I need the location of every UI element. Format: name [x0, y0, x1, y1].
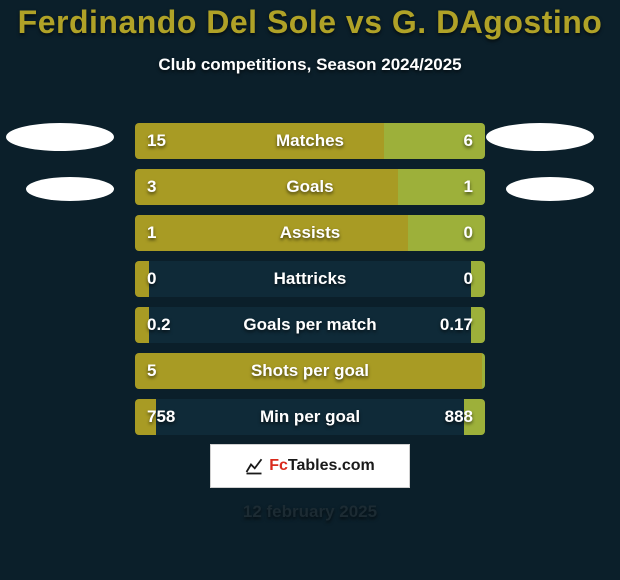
- stat-row: 0.20.17Goals per match: [0, 302, 620, 348]
- right-value: 0.17: [428, 315, 485, 335]
- fctables-logo: FcTables.com: [210, 444, 410, 488]
- bar-track: 0.2 0.17: [135, 307, 485, 343]
- bar-left: 5: [135, 353, 482, 389]
- logo-text: FcTables.com: [269, 457, 375, 475]
- bar-track: 5: [135, 353, 485, 389]
- bar-left: 15: [135, 123, 384, 159]
- right-value: 6: [452, 131, 485, 151]
- date-label: 12 february 2025: [0, 502, 620, 522]
- chart-icon: [245, 457, 263, 475]
- bar-right: [482, 353, 486, 389]
- left-value: 15: [135, 131, 178, 151]
- logo-rest: Tables.com: [288, 457, 375, 474]
- bar-track: 758 888: [135, 399, 485, 435]
- bar-track: 15 6: [135, 123, 485, 159]
- bar-left: 1: [135, 215, 408, 251]
- right-value: 1: [452, 177, 485, 197]
- stat-row: 758888Min per goal: [0, 394, 620, 440]
- bar-right: 6: [384, 123, 486, 159]
- stat-bars: 156Matches31Goals10Assists00Hattricks0.2…: [0, 118, 620, 440]
- left-value: 3: [135, 177, 168, 197]
- stat-row: 31Goals: [0, 164, 620, 210]
- page-title: Ferdinando Del Sole vs G. DAgostino: [0, 4, 620, 41]
- left-value: 5: [135, 361, 168, 381]
- bar-track: 00: [135, 261, 485, 297]
- right-value: 0: [452, 269, 485, 289]
- logo-fc: Fc: [269, 457, 288, 474]
- page-subtitle: Club competitions, Season 2024/2025: [0, 55, 620, 75]
- stat-row: 10Assists: [0, 210, 620, 256]
- stat-row: 156Matches: [0, 118, 620, 164]
- bar-track: 10: [135, 215, 485, 251]
- left-value: 0: [135, 269, 168, 289]
- right-value: 888: [433, 407, 485, 427]
- comparison-infographic: Ferdinando Del Sole vs G. DAgostino Club…: [0, 0, 620, 580]
- stat-row: 5Shots per goal: [0, 348, 620, 394]
- left-value: 758: [135, 407, 187, 427]
- right-value: 0: [452, 223, 485, 243]
- bar-right: 1: [398, 169, 486, 205]
- stat-row: 00Hattricks: [0, 256, 620, 302]
- bar-left: 3: [135, 169, 398, 205]
- bar-right: 0: [408, 215, 485, 251]
- left-value: 0.2: [135, 315, 183, 335]
- left-value: 1: [135, 223, 168, 243]
- bar-track: 31: [135, 169, 485, 205]
